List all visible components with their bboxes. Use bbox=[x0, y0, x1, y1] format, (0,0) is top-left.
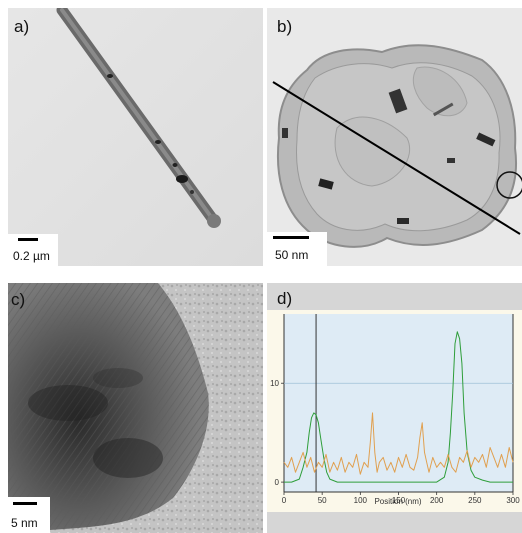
x-tick-label: 100 bbox=[354, 496, 368, 505]
panel-b-image bbox=[267, 8, 522, 266]
panel-b: b) 50 nm bbox=[267, 8, 522, 266]
line-scan-path bbox=[272, 81, 521, 235]
x-tick-label: 150 bbox=[392, 496, 406, 505]
panel-c-label: c) bbox=[11, 290, 26, 309]
plot-area bbox=[284, 314, 513, 492]
y-tick-label: 10 bbox=[270, 379, 279, 388]
panel-a-scale-bar bbox=[18, 238, 38, 241]
panel-b-scale-label: 50 nm bbox=[275, 248, 309, 262]
x-tick-label: 50 bbox=[318, 496, 327, 505]
x-tick-label: 250 bbox=[468, 496, 482, 505]
x-tick-label: 300 bbox=[506, 496, 520, 505]
y-tick-label: 0 bbox=[275, 478, 280, 487]
series-line-green bbox=[284, 331, 513, 483]
panel-a-scale-label: 0.2 µm bbox=[13, 249, 50, 263]
marked-region-circle bbox=[496, 171, 522, 199]
panel-c-scale-label: 5 nm bbox=[11, 516, 38, 530]
x-tick-label: 0 bbox=[282, 496, 287, 505]
panel-a: a) 0.2 µm bbox=[8, 8, 263, 266]
panel-b-scale-bar bbox=[273, 236, 309, 239]
series-line-orange bbox=[283, 412, 514, 475]
panel-c-scale-bar bbox=[13, 502, 37, 505]
panel-d-label: d) bbox=[277, 289, 293, 308]
x-tick-label: 200 bbox=[430, 496, 444, 505]
panel-a-label: a) bbox=[14, 17, 30, 36]
panel-a-image bbox=[8, 8, 263, 266]
panel-c: c) 5 nm bbox=[8, 283, 263, 533]
panel-d: 0 10 0 50 100 150 200 250 300 Position (nm) d) bbox=[267, 283, 522, 533]
x-axis-label: Position (nm) bbox=[374, 497, 421, 506]
panel-c-image bbox=[8, 283, 263, 533]
panel-b-label: b) bbox=[277, 17, 293, 36]
